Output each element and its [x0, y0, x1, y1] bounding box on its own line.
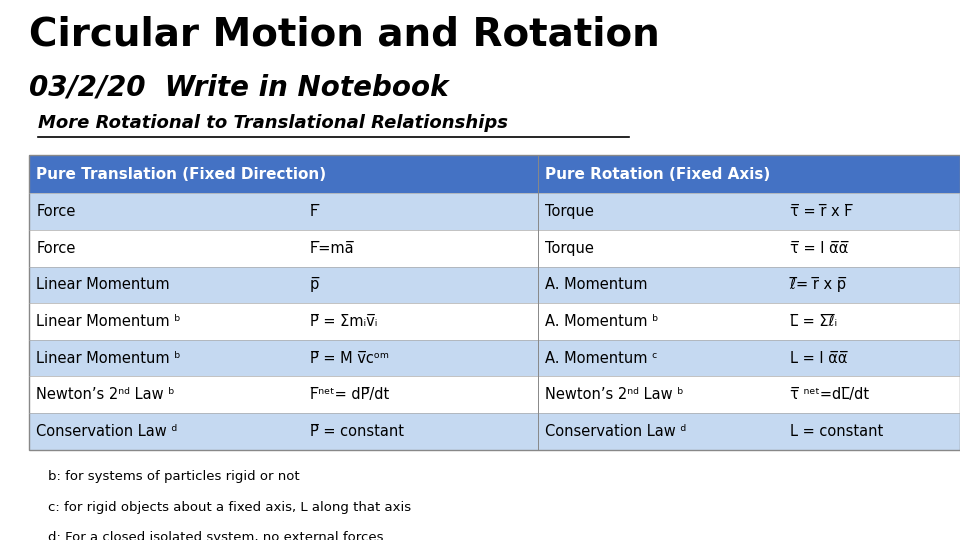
Text: F̅ⁿᵉᵗ= dP̅/dt: F̅ⁿᵉᵗ= dP̅/dt — [310, 387, 390, 402]
Text: ℓ̅= r̅ x p̅: ℓ̅= r̅ x p̅ — [790, 278, 846, 292]
Text: Conservation Law ᵈ: Conservation Law ᵈ — [36, 424, 178, 439]
FancyBboxPatch shape — [29, 267, 960, 303]
FancyBboxPatch shape — [29, 230, 960, 267]
Text: Torque: Torque — [545, 204, 594, 219]
Text: Force: Force — [36, 241, 76, 256]
Text: Linear Momentum ᵇ: Linear Momentum ᵇ — [36, 350, 181, 366]
Text: Newton’s 2ⁿᵈ Law ᵇ: Newton’s 2ⁿᵈ Law ᵇ — [545, 387, 684, 402]
FancyBboxPatch shape — [29, 193, 960, 230]
Text: A. Momentum: A. Momentum — [545, 278, 648, 292]
FancyBboxPatch shape — [29, 155, 538, 193]
Text: P̅ = M v̅ᴄᵒᵐ: P̅ = M v̅ᴄᵒᵐ — [310, 350, 389, 366]
Text: Force: Force — [36, 204, 76, 219]
Text: F̅=ma̅: F̅=ma̅ — [310, 241, 353, 256]
Text: P̅ = constant: P̅ = constant — [310, 424, 404, 439]
Text: Conservation Law ᵈ: Conservation Law ᵈ — [545, 424, 686, 439]
FancyBboxPatch shape — [538, 155, 960, 193]
Text: P̅ = Σmᵢv̅ᵢ: P̅ = Σmᵢv̅ᵢ — [310, 314, 377, 329]
Text: 03/2/20  Write in Notebook: 03/2/20 Write in Notebook — [29, 74, 448, 102]
Text: L̅ = Σℓ̅ᵢ: L̅ = Σℓ̅ᵢ — [790, 314, 837, 329]
Text: τ̅ = I α̅α̅: τ̅ = I α̅α̅ — [790, 241, 849, 256]
Text: Pure Rotation (Fixed Axis): Pure Rotation (Fixed Axis) — [545, 167, 771, 182]
Text: p̅: p̅ — [310, 278, 320, 292]
Text: More Rotational to Translational Relationships: More Rotational to Translational Relatio… — [38, 114, 509, 132]
Text: τ̅ = r̅ x F̅: τ̅ = r̅ x F̅ — [790, 204, 852, 219]
Text: τ̅ ⁿᵉᵗ=dL̅/dt: τ̅ ⁿᵉᵗ=dL̅/dt — [790, 387, 869, 402]
Text: b: for systems of particles rigid or not: b: for systems of particles rigid or not — [48, 470, 300, 483]
Text: A. Momentum ᵇ: A. Momentum ᵇ — [545, 314, 659, 329]
Text: L = constant: L = constant — [790, 424, 883, 439]
FancyBboxPatch shape — [29, 413, 960, 450]
Text: Newton’s 2ⁿᵈ Law ᵇ: Newton’s 2ⁿᵈ Law ᵇ — [36, 387, 175, 402]
FancyBboxPatch shape — [29, 340, 960, 376]
Text: d: For a closed isolated system, no external forces.: d: For a closed isolated system, no exte… — [48, 531, 388, 540]
FancyBboxPatch shape — [29, 376, 960, 413]
Text: L = I α̅α̅: L = I α̅α̅ — [790, 350, 848, 366]
Text: c: for rigid objects about a fixed axis, L along that axis: c: for rigid objects about a fixed axis,… — [48, 501, 411, 514]
Text: Linear Momentum: Linear Momentum — [36, 278, 170, 292]
Text: Circular Motion and Rotation: Circular Motion and Rotation — [29, 15, 660, 53]
Text: A. Momentum ᶜ: A. Momentum ᶜ — [545, 350, 658, 366]
Text: Torque: Torque — [545, 241, 594, 256]
Text: F̅: F̅ — [310, 204, 319, 219]
Text: Linear Momentum ᵇ: Linear Momentum ᵇ — [36, 314, 181, 329]
FancyBboxPatch shape — [29, 303, 960, 340]
Text: Pure Translation (Fixed Direction): Pure Translation (Fixed Direction) — [36, 167, 326, 182]
